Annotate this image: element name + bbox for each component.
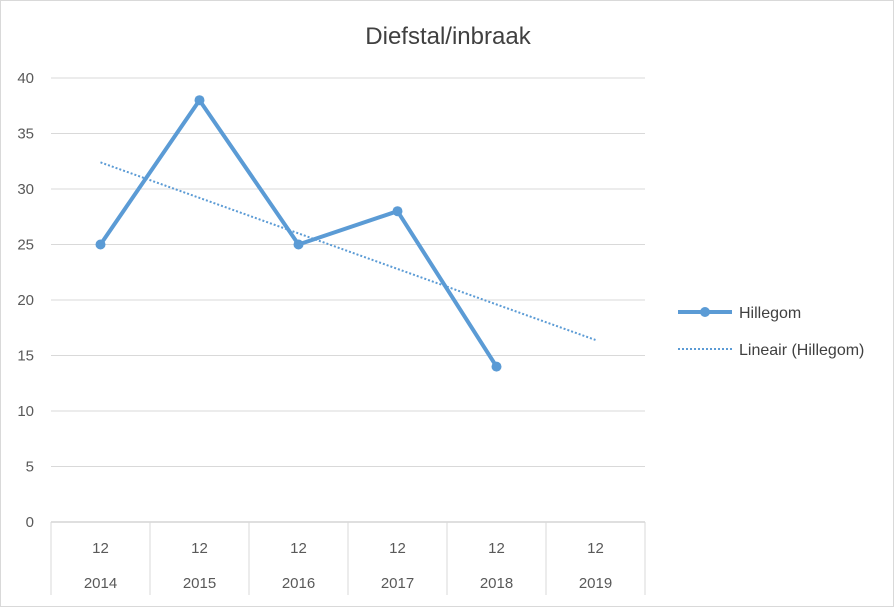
- x-tick-year: 2017: [381, 575, 414, 592]
- y-tick-label: 30: [17, 181, 34, 198]
- x-tick-year: 2018: [480, 575, 513, 592]
- y-tick-label: 0: [26, 514, 34, 531]
- legend-series-label: Hillegom: [739, 305, 801, 322]
- y-tick-label: 15: [17, 348, 34, 365]
- x-tick-month: 12: [92, 540, 109, 557]
- legend-trend-label: Lineair (Hillegom): [739, 342, 864, 359]
- data-point: [491, 361, 502, 372]
- y-tick-label: 10: [17, 403, 34, 420]
- legend: Hillegom Lineair (Hillegom): [678, 305, 864, 359]
- y-tick-label: 20: [17, 292, 34, 309]
- data-point: [95, 239, 106, 250]
- x-tick-year: 2019: [579, 575, 612, 592]
- series-hillegom: [95, 95, 502, 372]
- x-tick-year: 2016: [282, 575, 315, 592]
- data-point: [194, 95, 205, 106]
- x-tick-month: 12: [389, 540, 406, 557]
- gridlines: [51, 77, 645, 523]
- y-tick-label: 35: [17, 126, 34, 143]
- x-tick-month: 12: [488, 540, 505, 557]
- chart-title: Diefstal/inbraak: [365, 23, 531, 50]
- y-axis: 0 5 10 15 20 25 30 35 40: [17, 70, 34, 531]
- y-tick-label: 5: [26, 459, 34, 476]
- x-tick-year: 2014: [84, 575, 117, 592]
- y-tick-label: 25: [17, 237, 34, 254]
- x-tick-year: 2015: [183, 575, 216, 592]
- series-line: [98, 98, 499, 368]
- x-tick-month: 12: [191, 540, 208, 557]
- data-point: [293, 239, 304, 250]
- x-tick-month: 12: [290, 540, 307, 557]
- x-tick-month: 12: [587, 540, 604, 557]
- y-tick-label: 40: [17, 70, 34, 87]
- data-point: [392, 206, 403, 217]
- x-axis: 12 2014 12 2015 12 2016 12 2017 12 2018 12 2019: [50, 522, 646, 595]
- legend-series-marker: [700, 307, 710, 317]
